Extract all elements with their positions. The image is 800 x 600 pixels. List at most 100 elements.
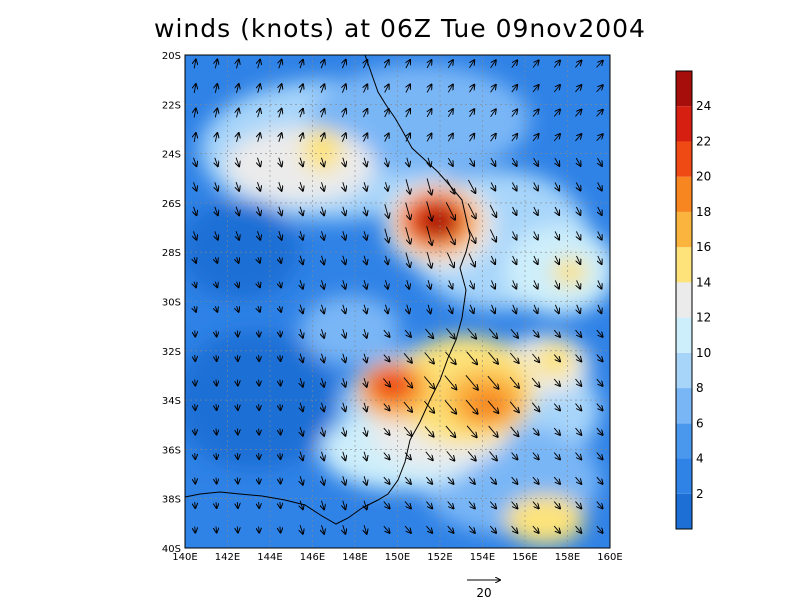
wind-vector [216,477,217,484]
wind-vector [553,525,560,533]
wind-vector [470,280,474,288]
wind-vector [470,134,475,142]
wind-vector [258,231,261,240]
wind-vector [259,379,260,386]
wind-vector [467,328,476,339]
wind-vector [258,206,261,216]
wind-vector [194,281,196,288]
wind-vector [343,427,346,436]
wind-vector [194,306,196,312]
wind-vector [596,501,603,509]
wind-vector [259,330,260,337]
wind-vector [195,526,196,533]
wind-vector [279,231,282,240]
wind-vector [445,226,454,244]
wind-vector [343,378,346,387]
wind-vector [596,452,603,460]
wind-vector [383,403,390,411]
wind-vector [576,182,580,191]
wind-vector [577,255,581,264]
wind-vector [258,306,260,312]
wind-vector [322,255,325,265]
colorbar-segment [676,247,692,283]
wind-vector [280,526,281,533]
wind-vector [216,354,217,361]
wind-vector [300,60,303,69]
colorbar-segment [676,317,692,353]
wind-vector [280,501,281,508]
wind-vector [194,109,196,118]
wind-vector [364,157,367,167]
wind-vector [468,525,475,533]
wind-vector [427,60,431,69]
wind-vector [300,427,303,436]
wind-vector [406,109,410,118]
wind-vector [509,401,519,413]
wind-vector [322,304,325,314]
wind-vector [280,403,281,410]
wind-vector [343,280,346,289]
wind-vector [385,109,389,118]
wind-vector [511,452,518,460]
wind-vector [195,452,196,459]
wind-vector [465,399,477,414]
wind-vector [322,402,325,412]
wind-vector [194,60,196,69]
wind-vector [215,257,217,263]
wind-vector [215,133,217,142]
wind-vector [195,477,196,484]
wind-vector [596,403,603,411]
wind-vector [383,476,390,484]
wind-vector [425,328,433,338]
wind-vector [215,306,217,312]
wind-vector [237,109,239,118]
wind-vector [279,182,282,191]
wind-vector [237,281,239,288]
wind-vector [489,476,496,484]
wind-vector [534,157,538,166]
wind-vector [364,84,368,93]
wind-vector [513,280,517,288]
wind-vector [343,402,346,412]
wind-vector [488,328,497,339]
wind-vector [364,109,368,118]
wind-vector [511,476,518,484]
wind-vector [280,379,281,386]
wind-vector [300,329,303,338]
wind-vector [322,231,325,240]
wind-vector [534,255,538,264]
wind-vector [490,109,496,117]
wind-vector [382,378,390,387]
wind-vector [321,84,324,93]
wind-vector [322,525,325,534]
wind-vector [300,525,303,534]
wind-vector [406,60,410,69]
wind-vector [446,328,454,339]
wind-vector [470,109,475,118]
wind-vector [427,134,431,142]
wind-vector [364,206,367,216]
wind-vector [279,305,281,312]
wind-vector [342,133,345,142]
lat-label: 26S [162,199,181,210]
wind-vector [403,426,411,436]
wind-vector [598,304,601,313]
wind-vector [406,85,410,93]
wind-vector [596,329,603,337]
wind-vector [300,353,303,363]
wind-vector [237,379,238,386]
wind-vector [403,377,412,388]
wind-vector [343,451,346,461]
wind-vector [300,206,303,216]
colorbar-segment [676,423,692,459]
wind-vector [364,182,367,191]
wind-vector [446,252,454,268]
wind-vector [237,257,239,263]
wind-vector [321,60,324,69]
wind-vector [342,84,345,93]
lon-label: 158E [555,552,580,563]
wind-vector [215,109,217,118]
lon-label: 156E [512,552,537,563]
wind-vector [279,84,282,93]
